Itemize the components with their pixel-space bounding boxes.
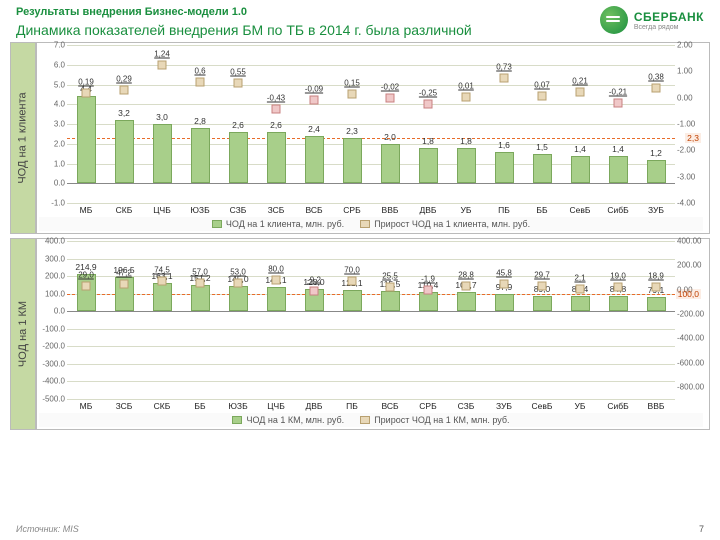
bar-slot: 2,30,15: [333, 45, 371, 203]
chart-2-legend: ЧОД на 1 КМ, млн. руб. Прирост ЧОД на 1 …: [39, 413, 703, 427]
chart-1-ylabel: ЧОД на 1 клиента: [10, 42, 36, 234]
category-label: ЦЧБ: [143, 203, 181, 217]
bar-slot: 79,118,9: [637, 241, 675, 399]
bar-slot: 89,029,7: [523, 241, 561, 399]
chart-2: ЧОД на 1 КМ -500.0-400.0-300.0-200.0-100…: [10, 238, 710, 430]
bar-slot: 2,0-0,02: [371, 45, 409, 203]
category-label: СЗБ: [447, 399, 485, 413]
bar-slot: 151,257,0: [181, 241, 219, 399]
bar-slot: 3,20,29: [105, 45, 143, 203]
bar-slot: 1,4-0,21: [599, 45, 637, 203]
bar-slot: 196,547,2: [105, 241, 143, 399]
chart-1: ЧОД на 1 клиента -1.00.01.02.03.04.05.06…: [10, 42, 710, 234]
category-label: ЮЗБ: [219, 399, 257, 413]
bar-slot: 109,728,8: [447, 241, 485, 399]
bar-slot: 110,4-1,9: [409, 241, 447, 399]
category-label: ДВБ: [295, 399, 333, 413]
bar-slot: 4,40,19: [67, 45, 105, 203]
category-label: ЗСБ: [257, 203, 295, 217]
category-label: ДВБ: [409, 203, 447, 217]
bar-slot: 1,40,21: [561, 45, 599, 203]
bar-slot: 2,4-0,09: [295, 45, 333, 203]
category-label: ББ: [523, 203, 561, 217]
category-label: СРБ: [409, 399, 447, 413]
category-label: СКБ: [143, 399, 181, 413]
bar-slot: 121,170,0: [333, 241, 371, 399]
category-label: ЗУБ: [637, 203, 675, 217]
category-label: СРБ: [333, 203, 371, 217]
category-label: ВВБ: [637, 399, 675, 413]
category-label: ЮЗБ: [181, 203, 219, 217]
bar-slot: 1,20,38: [637, 45, 675, 203]
category-label: УБ: [447, 203, 485, 217]
category-label: ВСБ: [371, 399, 409, 413]
bar-slot: 145,053,0: [219, 241, 257, 399]
category-label: ЗУБ: [485, 399, 523, 413]
bar-slot: 140,180,0: [257, 241, 295, 399]
category-label: СевБ: [561, 203, 599, 217]
bar-slot: 128,0-9,2: [295, 241, 333, 399]
category-label: ЦЧБ: [257, 399, 295, 413]
bar-slot: 84,819,0: [599, 241, 637, 399]
bar-slot: 1,60,73: [485, 45, 523, 203]
category-label: УБ: [561, 399, 599, 413]
bar-slot: 2,6-0,43: [257, 45, 295, 203]
category-label: ПБ: [485, 203, 523, 217]
bar-slot: 115,525,5: [371, 241, 409, 399]
category-label: МБ: [67, 399, 105, 413]
bar-slot: 2,80,6: [181, 45, 219, 203]
bar-slot: 214,929,0: [67, 241, 105, 399]
bar-slot: 1,8-0,25: [409, 45, 447, 203]
category-label: СибБ: [599, 399, 637, 413]
bar-slot: 88,42,1: [561, 241, 599, 399]
logo-text: СБЕРБАНК: [634, 10, 704, 24]
sberbank-logo-icon: [600, 6, 628, 34]
logo: СБЕРБАНК Всегда рядом: [600, 6, 704, 34]
category-label: ВСБ: [295, 203, 333, 217]
category-label: СибБ: [599, 203, 637, 217]
category-label: ББ: [181, 399, 219, 413]
category-label: ВВБ: [371, 203, 409, 217]
chart-2-ylabel: ЧОД на 1 КМ: [10, 238, 36, 430]
category-label: МБ: [67, 203, 105, 217]
bar-slot: 1,80,01: [447, 45, 485, 203]
bar-slot: 2,60,55: [219, 45, 257, 203]
source-text: Источник: MIS: [16, 524, 79, 534]
supertitle: Результаты внедрения Бизнес-модели 1.0: [16, 6, 472, 18]
category-label: СКБ: [105, 203, 143, 217]
subtitle: Динамика показателей внедрения БМ по ТБ …: [16, 22, 472, 38]
logo-tagline: Всегда рядом: [634, 24, 704, 31]
bar-slot: 1,50,07: [523, 45, 561, 203]
category-label: СевБ: [523, 399, 561, 413]
category-label: ЗСБ: [105, 399, 143, 413]
page-number: 7: [699, 524, 704, 534]
title-block: Результаты внедрения Бизнес-модели 1.0 Д…: [16, 6, 472, 38]
bar-slot: 97,945,8: [485, 241, 523, 399]
bar-slot: 163,174,5: [143, 241, 181, 399]
category-label: ПБ: [333, 399, 371, 413]
chart-1-legend: ЧОД на 1 клиента, млн. руб. Прирост ЧОД …: [39, 217, 703, 231]
category-label: СЗБ: [219, 203, 257, 217]
bar-slot: 3,01,24: [143, 45, 181, 203]
